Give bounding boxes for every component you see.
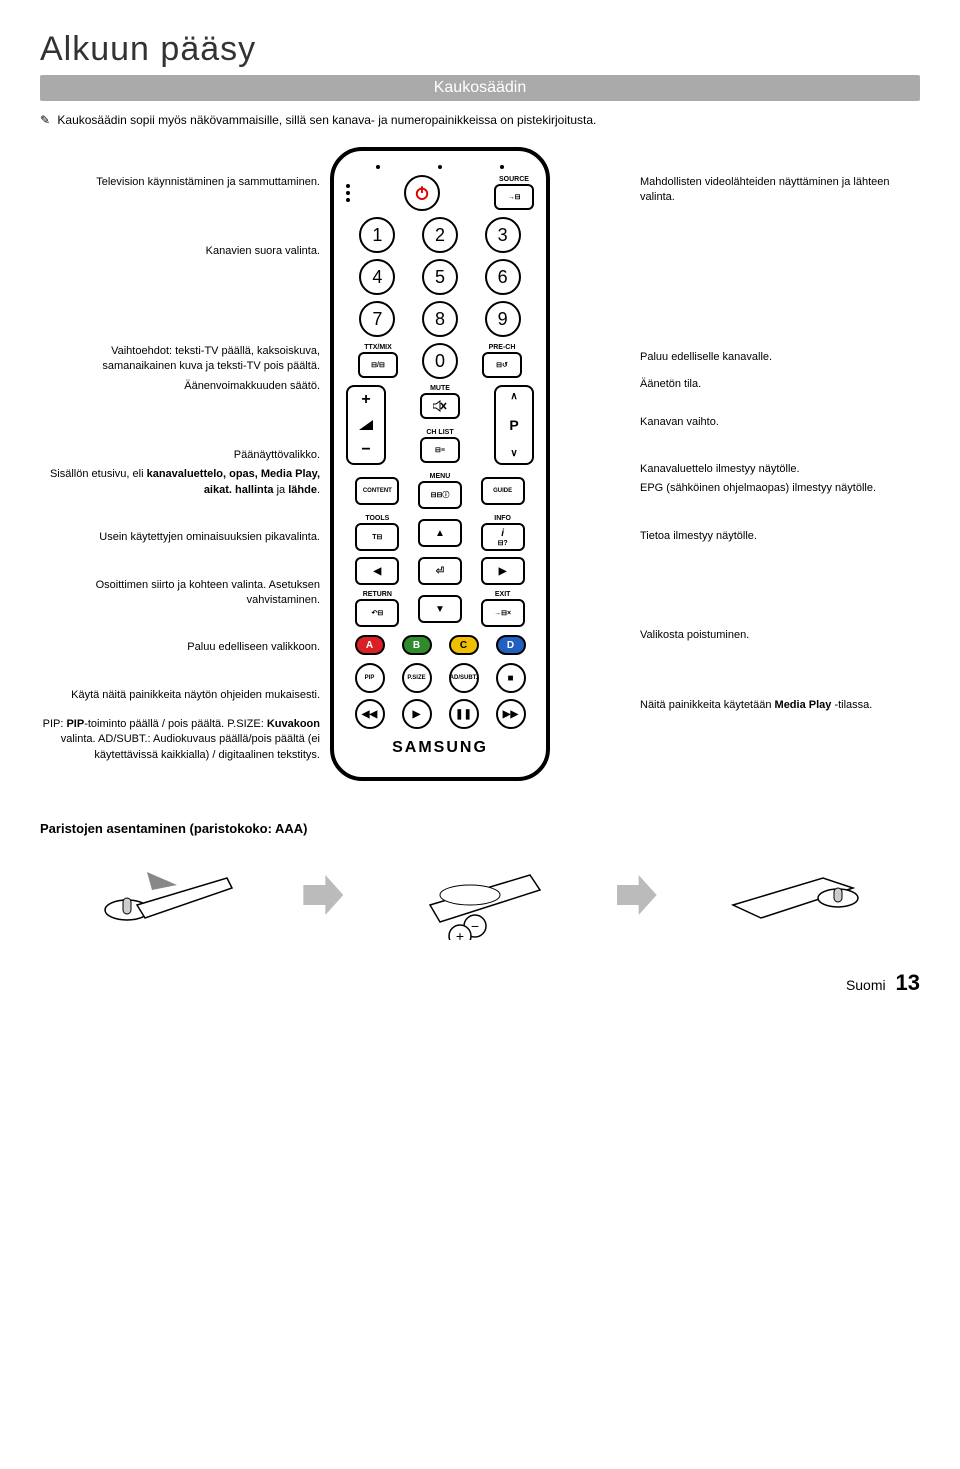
volume-icon [359,420,373,430]
lbl-channel: Kanavan vaihto. [640,415,920,430]
lbl-info: Tietoa ilmestyy näytölle. [640,529,920,544]
num-9-button[interactable]: 9 [485,301,521,337]
return-label: RETURN [363,591,392,598]
pause-button[interactable]: ❚❚ [449,699,479,729]
lbl-color-buttons: Käytä näitä painikkeita näytön ohjeiden … [40,688,320,703]
dpad-up-button[interactable]: ▲ [418,519,462,547]
power-icon [413,184,431,202]
svg-text:+: + [456,928,464,940]
left-labels: Television käynnistäminen ja sammuttamin… [40,147,320,767]
chlist-button[interactable]: ⊟≡ [420,437,460,463]
lbl-ttx: Vaihtoehdot: teksti-TV päällä, kaksoisku… [40,344,320,375]
footer-lang: Suomi [846,977,886,993]
arrow-icon [617,875,657,915]
info-button[interactable]: i⊟? [481,523,525,551]
battery-heading: Paristojen asentaminen (paristokoko: AAA… [40,821,920,836]
dpad-right-button[interactable]: ▶ [481,557,525,585]
lbl-content: Sisällön etusivu, eli kanavaluettelo, op… [40,467,320,498]
color-c-button[interactable]: C [449,635,479,655]
prech-button[interactable]: ⊟↺ [482,352,522,378]
page-title: Alkuun pääsy [40,30,920,69]
battery-step-1 [40,860,293,930]
ttx-label: TTX/MIX [364,344,392,351]
lbl-cursor: Osoittimen siirto ja kohteen valinta. As… [40,578,320,609]
mute-button[interactable] [420,393,460,419]
prech-label: PRE-CH [489,344,516,351]
num-2-button[interactable]: 2 [422,217,458,253]
ttx-button[interactable]: ⊟/⊟ [358,352,398,378]
dpad-down-button[interactable]: ▼ [418,595,462,623]
ir-dots [346,165,534,169]
lbl-power: Television käynnistäminen ja sammuttamin… [40,175,320,190]
menu-label: MENU [430,473,451,480]
remote-control: SOURCE →⊟ 1 2 3 4 5 6 7 8 9 [330,147,550,781]
mute-icon [433,400,447,412]
num-3-button[interactable]: 3 [485,217,521,253]
left-dots [346,184,350,202]
stop-button[interactable]: ■ [496,663,526,693]
num-6-button[interactable]: 6 [485,259,521,295]
color-b-button[interactable]: B [402,635,432,655]
power-button[interactable] [404,175,440,211]
color-a-button[interactable]: A [355,635,385,655]
adsubt-button[interactable]: AD/SUBT. [449,663,479,693]
lbl-main-menu: Päänäyttövalikko. [40,448,320,463]
battery-step-2: − + [353,850,606,940]
brand-logo: SAMSUNG [346,739,534,757]
intro-note: ✎ Kaukosäädin sopii myös näkövammaisille… [40,113,920,127]
lbl-mediaplay: Näitä painikkeita käytetään Media Play -… [640,698,920,713]
pip-button[interactable]: PIP [355,663,385,693]
lbl-tools: Usein käytettyjen ominaisuuksien pikaval… [40,530,320,545]
lbl-prech: Paluu edelliselle kanavalle. [640,350,920,365]
chlist-label: CH LIST [426,429,453,436]
battery-step-3 [667,860,920,930]
lbl-volume: Äänenvoimakkuuden säätö. [40,379,320,394]
psize-button[interactable]: P.SIZE [402,663,432,693]
channel-rocker[interactable]: ∧ P ∨ [494,385,534,465]
exit-button[interactable]: →⊟× [481,599,525,627]
right-labels: Mahdollisten videolähteiden näyttäminen … [640,147,920,717]
arrow-icon [303,875,343,915]
lbl-pip-psize: PIP: PIP-toiminto päällä / pois päältä. … [40,717,320,763]
tools-label: TOOLS [365,515,389,522]
forward-button[interactable]: ▶▶ [496,699,526,729]
section-header: Kaukosäädin [40,75,920,101]
menu-button[interactable]: ⊟⊟ⓘ [418,481,462,509]
lbl-return: Paluu edelliseen valikkoon. [40,640,320,655]
source-button[interactable]: →⊟ [494,184,534,210]
mute-label: MUTE [430,385,450,392]
play-button[interactable]: ▶ [402,699,432,729]
color-d-button[interactable]: D [496,635,526,655]
note-icon: ✎ [40,113,50,127]
info-label: INFO [494,515,511,522]
tools-button[interactable]: T⊟ [355,523,399,551]
lbl-mute: Äänetön tila. [640,377,920,392]
dpad-left-button[interactable]: ◀ [355,557,399,585]
content-button[interactable]: CONTENT [355,477,399,505]
num-8-button[interactable]: 8 [422,301,458,337]
ok-button[interactable]: ⏎ [418,557,462,585]
num-7-button[interactable]: 7 [359,301,395,337]
num-4-button[interactable]: 4 [359,259,395,295]
intro-text: Kaukosäädin sopii myös näkövammaisille, … [57,113,596,127]
lbl-chlist: Kanavaluettelo ilmestyy näytölle. [640,462,920,477]
lbl-exit: Valikosta poistuminen. [640,628,920,643]
volume-rocker[interactable]: + − [346,385,386,465]
remote-layout: Television käynnistäminen ja sammuttamin… [40,147,920,781]
source-label: SOURCE [499,176,529,183]
svg-text:−: − [471,918,479,934]
lbl-direct-channel: Kanavien suora valinta. [40,244,320,259]
page-footer: Suomi 13 [40,970,920,996]
return-button[interactable]: ↶⊟ [355,599,399,627]
lbl-source: Mahdollisten videolähteiden näyttäminen … [640,175,920,206]
exit-label: EXIT [495,591,511,598]
rewind-button[interactable]: ◀◀ [355,699,385,729]
num-0-button[interactable]: 0 [422,343,458,379]
battery-diagram: − + [40,850,920,940]
guide-button[interactable]: GUIDE [481,477,525,505]
num-5-button[interactable]: 5 [422,259,458,295]
num-1-button[interactable]: 1 [359,217,395,253]
footer-page-number: 13 [896,970,920,995]
lbl-guide: EPG (sähköinen ohjelmaopas) ilmestyy näy… [640,481,920,496]
